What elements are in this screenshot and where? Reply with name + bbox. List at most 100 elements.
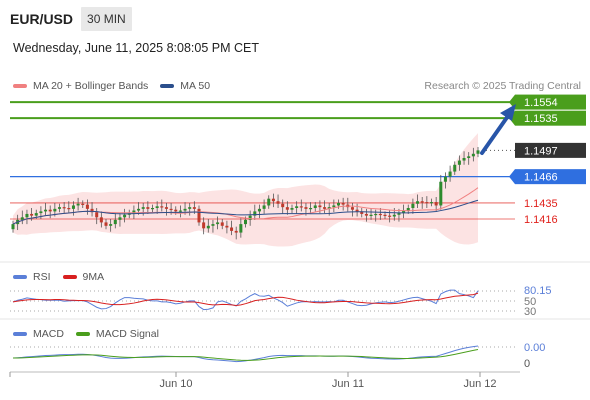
candle-body	[457, 160, 461, 165]
candle-body	[192, 207, 196, 209]
candle-body	[397, 213, 401, 215]
candle-body	[239, 224, 243, 233]
candle-body	[443, 176, 447, 182]
candle-body	[467, 156, 471, 159]
candle-body	[257, 208, 261, 212]
candle-body	[429, 202, 434, 204]
rsi-9ma-series	[12, 292, 479, 306]
legend-label: MA 50	[180, 80, 211, 92]
rsi-tick-30: 30	[524, 306, 536, 318]
candle-body	[71, 205, 75, 209]
candle-body	[336, 202, 341, 206]
candlesticks	[11, 146, 480, 240]
candle-body	[174, 209, 178, 212]
candle-body	[160, 206, 164, 208]
candle-body	[392, 214, 396, 217]
legend-label: 9MA	[82, 271, 105, 283]
candle-body	[304, 207, 308, 209]
candle-body	[327, 207, 331, 209]
candle-body	[141, 207, 145, 209]
legend-item-ma20: MA 20 + Bollinger Bands	[13, 80, 148, 92]
candle-body	[188, 207, 192, 209]
candle-body	[109, 224, 113, 226]
price-levels: 1.1554 1.1535 1.1497 1.1466 1.1435 1.1416	[10, 94, 586, 226]
candle-body	[341, 202, 345, 205]
candle-body	[234, 230, 238, 233]
legend-swatch	[13, 275, 27, 279]
candle-body	[211, 224, 215, 226]
level-label: 1.1466	[524, 172, 558, 184]
candle-body	[48, 209, 52, 212]
legend-swatch	[13, 84, 27, 88]
candle-body	[243, 219, 248, 225]
candle-body	[90, 208, 94, 213]
candle-body	[81, 203, 85, 205]
legend-item-ma50: MA 50	[160, 80, 210, 92]
legend-swatch	[62, 275, 77, 279]
candle-body	[295, 206, 299, 209]
bollinger-bands	[13, 133, 478, 247]
legend-swatch	[75, 332, 90, 336]
macd-series	[12, 345, 479, 363]
candle-body	[299, 206, 303, 208]
candle-body	[332, 205, 336, 208]
level-tag-pointer	[509, 169, 515, 185]
candle-body	[104, 222, 108, 226]
timeframe-badge[interactable]: 30 MIN	[81, 7, 132, 31]
legend-item-rsi: RSI	[13, 271, 51, 283]
candle-body	[383, 214, 387, 216]
candle-body	[123, 214, 127, 218]
candle-body	[453, 164, 457, 172]
legend-label: MACD	[33, 328, 64, 340]
candle-body	[11, 224, 15, 230]
level-tag-bg	[515, 142, 586, 158]
candle-body	[462, 158, 466, 161]
candle-body	[113, 219, 117, 225]
candle-body	[411, 203, 415, 209]
candle-body	[206, 225, 210, 229]
legend-item-9ma: 9MA	[62, 271, 105, 283]
candle-body	[281, 203, 285, 208]
candle-body	[420, 201, 424, 203]
candle-body	[425, 202, 429, 204]
candle-body	[34, 213, 38, 216]
candle-body	[276, 201, 280, 204]
candle-body	[30, 213, 34, 216]
candle-body	[285, 207, 289, 210]
legend-item-macd-signal: MACD Signal	[75, 328, 159, 340]
legend-label: MACD Signal	[95, 328, 159, 340]
level-tag-bg	[515, 169, 586, 185]
candle-body	[360, 211, 364, 214]
rsi-tick-50: 50	[524, 296, 536, 308]
candle-body	[253, 211, 257, 216]
candle-body	[95, 212, 99, 218]
candle-body	[155, 206, 159, 209]
rsi-series	[12, 289, 479, 311]
ma50-line	[12, 199, 479, 225]
candle-body	[137, 208, 141, 211]
candle-body	[448, 171, 452, 177]
candle-body	[434, 202, 438, 206]
macd-tick-0: 0	[524, 358, 530, 370]
x-label-jun12: Jun 12	[463, 378, 496, 390]
level-tag-bg	[515, 110, 586, 126]
candle-body	[67, 208, 71, 210]
candle-body	[85, 204, 89, 209]
rsi-value: 80.15	[524, 285, 552, 297]
macd-legend: MACD MACD Signal	[13, 328, 171, 340]
level-label: 1.1554	[524, 97, 558, 109]
macd-value: 0.00	[524, 342, 545, 354]
candle-body	[350, 207, 354, 210]
level-label: 1.1416	[524, 214, 558, 226]
candle-body	[355, 209, 359, 212]
legend-swatch	[13, 332, 27, 336]
candle-body	[62, 207, 66, 209]
candle-body	[118, 217, 122, 220]
x-label-jun11: Jun 11	[332, 378, 364, 390]
candle-body	[378, 213, 382, 216]
candle-body	[202, 222, 206, 229]
symbol-header: EUR/USD 30 MIN	[8, 7, 132, 31]
candle-body	[318, 205, 322, 208]
candle-body	[220, 222, 224, 226]
